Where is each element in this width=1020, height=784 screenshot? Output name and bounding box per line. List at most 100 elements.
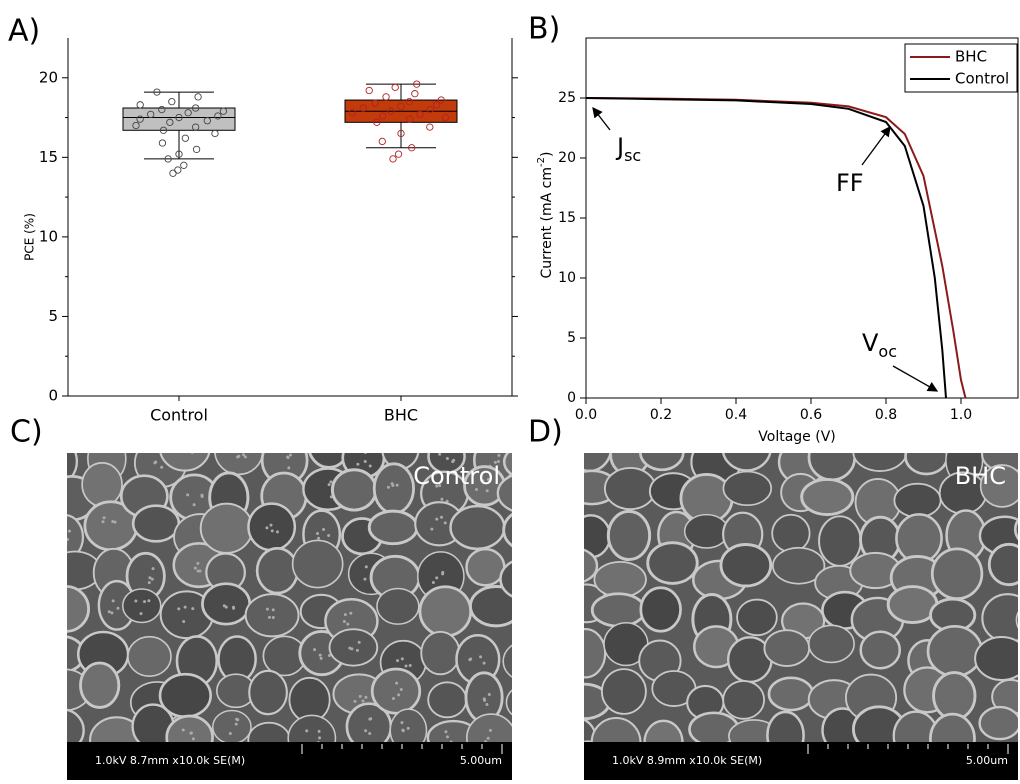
speck <box>139 612 143 616</box>
annotation-text: J <box>615 133 624 161</box>
data-point <box>411 90 419 98</box>
data-point <box>348 109 357 117</box>
grain <box>722 470 773 507</box>
data-point <box>136 101 144 109</box>
data-point <box>437 96 445 104</box>
x-tick-label: 0.8 <box>875 407 897 423</box>
data-point <box>164 155 172 163</box>
speck <box>265 607 269 611</box>
speck <box>452 458 456 462</box>
speck <box>113 520 117 524</box>
data-point <box>441 113 450 122</box>
grain <box>330 468 378 512</box>
x-axis-label: Voltage (V) <box>758 429 835 445</box>
grain <box>719 543 773 588</box>
speck <box>271 608 275 612</box>
line-series <box>585 97 967 399</box>
speck <box>134 599 138 603</box>
speck <box>400 657 404 661</box>
speck <box>287 466 291 470</box>
grain <box>328 628 379 667</box>
speck <box>395 483 399 487</box>
grain <box>606 509 652 562</box>
speck <box>198 569 202 573</box>
y-axis-label: Current (mA cm-2) <box>536 152 555 279</box>
grain <box>499 560 512 598</box>
speck <box>183 446 186 449</box>
grain <box>201 582 252 626</box>
speck <box>271 615 275 619</box>
speck <box>186 447 189 450</box>
speck <box>265 526 269 530</box>
grain <box>465 547 506 587</box>
grain <box>736 598 778 637</box>
grain <box>974 636 1018 682</box>
x-tick-label: Control <box>150 406 208 425</box>
speck <box>327 653 331 657</box>
grain <box>643 719 684 742</box>
grain <box>67 584 90 633</box>
grain <box>600 668 647 715</box>
grain <box>646 541 699 585</box>
data-point <box>405 115 414 123</box>
speck <box>361 699 365 703</box>
speck <box>438 453 442 456</box>
speck <box>483 698 487 702</box>
speck <box>401 729 405 733</box>
speck <box>116 606 120 610</box>
speck <box>328 438 331 441</box>
data-point <box>153 88 161 96</box>
data-point <box>426 123 434 131</box>
speck <box>401 442 404 445</box>
annotation-sub: oc <box>878 342 897 361</box>
grain <box>978 705 1018 741</box>
annotation-text: FF <box>836 169 864 197</box>
speck <box>327 483 331 487</box>
grain <box>165 714 214 742</box>
speck <box>496 460 500 464</box>
box <box>122 107 236 131</box>
info-bar <box>584 742 1018 780</box>
speck <box>364 729 368 733</box>
speck <box>147 599 151 603</box>
speck <box>486 736 490 740</box>
speck <box>441 572 445 576</box>
image-caption: BHC <box>955 462 1006 490</box>
speck <box>469 657 473 661</box>
panel-label: C) <box>10 415 43 450</box>
speck <box>445 735 449 739</box>
grain <box>244 593 300 638</box>
grain <box>248 669 288 716</box>
speck <box>526 571 529 574</box>
speck <box>364 453 367 454</box>
scale-text: 5.00um <box>460 754 502 767</box>
speck <box>313 648 317 652</box>
grain <box>67 453 79 483</box>
speck <box>397 693 401 697</box>
grain <box>929 712 976 742</box>
grain <box>771 513 811 553</box>
grain <box>766 710 805 742</box>
info-text: 1.0kV 8.9mm x10.0k SE(M) <box>612 754 762 767</box>
speck <box>67 537 70 541</box>
speck <box>322 528 326 532</box>
y-tick-label: 10 <box>558 270 576 286</box>
speck <box>349 611 353 615</box>
grain <box>852 453 908 472</box>
grain <box>818 515 862 567</box>
grain <box>584 548 599 583</box>
grain <box>212 709 252 742</box>
y-tick-label: 20 <box>558 150 576 166</box>
speck <box>438 484 442 488</box>
legend-box <box>904 43 1018 93</box>
speck <box>267 615 271 619</box>
speck <box>343 613 347 617</box>
grain <box>79 661 121 709</box>
grain <box>502 644 512 678</box>
speck <box>368 731 372 735</box>
grain <box>81 462 123 508</box>
speck <box>315 531 319 535</box>
speck <box>355 648 359 652</box>
data-point <box>405 97 413 106</box>
speck <box>400 721 404 725</box>
